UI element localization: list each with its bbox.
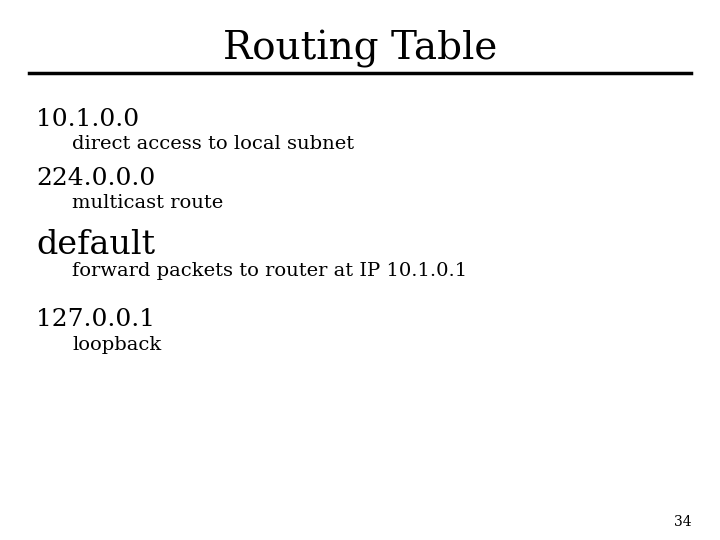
Text: 10.1.0.0: 10.1.0.0 xyxy=(36,108,139,131)
Text: loopback: loopback xyxy=(72,336,161,354)
Text: Routing Table: Routing Table xyxy=(222,30,498,68)
Text: direct access to local subnet: direct access to local subnet xyxy=(72,135,354,153)
Text: multicast route: multicast route xyxy=(72,194,223,212)
Text: 34: 34 xyxy=(674,515,691,529)
Text: 224.0.0.0: 224.0.0.0 xyxy=(36,167,156,191)
Text: default: default xyxy=(36,230,155,261)
Text: forward packets to router at IP 10.1.0.1: forward packets to router at IP 10.1.0.1 xyxy=(72,262,467,280)
Text: 127.0.0.1: 127.0.0.1 xyxy=(36,308,155,331)
